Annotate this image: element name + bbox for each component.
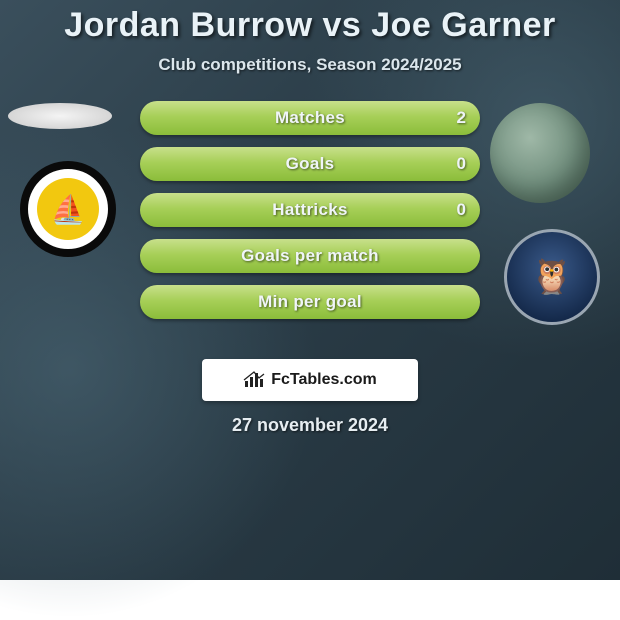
stat-bars: Matches 2 Goals 0 Hattricks 0 Goals per … xyxy=(140,101,480,331)
stat-value-right: 2 xyxy=(457,101,466,135)
stat-bar: Goals 0 xyxy=(140,147,480,181)
bar-chart-icon xyxy=(243,371,265,389)
source-logo-text: FcTables.com xyxy=(271,371,377,389)
stat-label: Min per goal xyxy=(140,285,480,319)
stat-label: Matches xyxy=(140,101,480,135)
club-right-crest: 🦉 xyxy=(504,229,600,325)
page-subtitle: Club competitions, Season 2024/2025 xyxy=(0,55,620,75)
stat-bar: Hattricks 0 xyxy=(140,193,480,227)
stat-bar: Matches 2 xyxy=(140,101,480,135)
snapshot-date: 27 november 2024 xyxy=(0,415,620,436)
player-left-avatar xyxy=(8,103,112,129)
stat-label: Goals per match xyxy=(140,239,480,273)
stat-label: Goals xyxy=(140,147,480,181)
stat-value-right: 0 xyxy=(457,147,466,181)
comparison-area: ⛵ 🦉 Matches 2 Goals 0 Hattricks 0 Goals … xyxy=(0,99,620,349)
club-left-crest: ⛵ xyxy=(20,161,116,257)
stat-label: Hattricks xyxy=(140,193,480,227)
stat-bar: Goals per match xyxy=(140,239,480,273)
source-logo: FcTables.com xyxy=(202,359,418,401)
player-right-avatar xyxy=(490,103,590,203)
card-root: Jordan Burrow vs Joe Garner Club competi… xyxy=(0,0,620,580)
page-title: Jordan Burrow vs Joe Garner xyxy=(0,0,620,45)
owl-icon: 🦉 xyxy=(531,257,573,297)
stat-bar: Min per goal xyxy=(140,285,480,319)
stat-value-right: 0 xyxy=(457,193,466,227)
sailing-ship-icon: ⛵ xyxy=(37,178,99,240)
